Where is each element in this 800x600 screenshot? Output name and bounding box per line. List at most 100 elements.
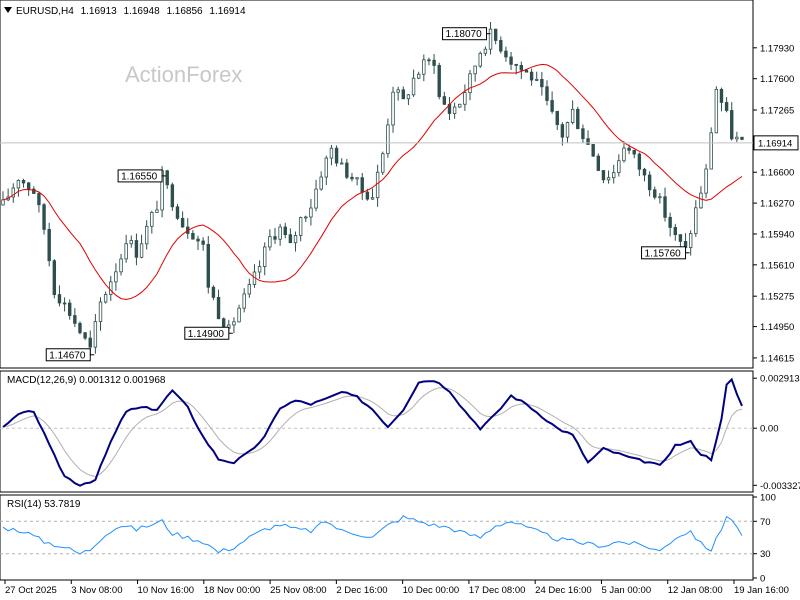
candle	[427, 59, 431, 62]
candle	[247, 284, 252, 295]
candle	[319, 176, 323, 190]
candle	[88, 337, 92, 348]
y-tick-label: 1.15940	[760, 229, 794, 240]
candle	[278, 226, 282, 240]
candle	[514, 63, 518, 66]
candle	[201, 240, 205, 245]
candle	[586, 138, 590, 145]
candle	[550, 100, 554, 112]
candle	[150, 212, 154, 227]
candle	[78, 322, 82, 334]
candle	[668, 216, 672, 228]
candle	[576, 108, 580, 130]
candle	[365, 191, 370, 200]
candle	[26, 182, 31, 190]
x-tick-label: 2 Dec 16:00	[336, 585, 387, 596]
candle	[719, 88, 724, 103]
candle	[704, 168, 708, 194]
svg-text:1.18070: 1.18070	[446, 29, 483, 40]
candle	[62, 302, 67, 305]
rsi-line	[2, 515, 743, 555]
y-tick-label: 1.14615	[760, 353, 794, 364]
candle	[11, 187, 15, 198]
candle	[206, 243, 210, 288]
candle	[144, 225, 149, 245]
candle	[124, 243, 128, 260]
y-tick-label: 1.16600	[760, 168, 794, 179]
moving-average-line	[2, 63, 743, 301]
candle	[340, 162, 344, 165]
candle	[612, 172, 616, 179]
x-tick-label: 10 Nov 16:00	[138, 585, 195, 596]
candle	[617, 160, 621, 174]
candle	[540, 78, 544, 88]
candle	[42, 204, 46, 230]
candle	[381, 153, 385, 173]
y-tick-label: 1.15610	[760, 260, 794, 271]
price-candles	[1, 21, 744, 356]
candle	[673, 227, 677, 236]
rsi-header: RSI(14) 53.7819	[7, 499, 81, 510]
candle	[52, 260, 57, 295]
candle	[211, 286, 216, 298]
candle	[196, 238, 200, 242]
candle	[709, 132, 713, 170]
candle	[288, 234, 293, 244]
candle	[509, 56, 513, 65]
candle	[32, 188, 36, 194]
price-panel[interactable]: EURUSD,H4 1.16913 1.16948 1.16856 1.1691…	[0, 0, 799, 369]
candle	[642, 168, 647, 176]
candle	[355, 177, 359, 180]
candle	[109, 281, 113, 295]
candle	[391, 91, 395, 126]
candle	[735, 136, 739, 140]
candle	[93, 321, 98, 348]
y-tick-label: 30	[760, 549, 771, 560]
candle	[242, 293, 246, 309]
candle	[555, 110, 559, 125]
candle	[422, 59, 426, 75]
candle	[314, 188, 318, 209]
candle	[458, 103, 462, 108]
svg-text:1.16550: 1.16550	[121, 171, 158, 182]
candle	[688, 233, 693, 248]
rsi-panel[interactable]: RSI(14) 53.7819 100 70 30 0	[0, 493, 776, 585]
price-label: 1.16550	[117, 169, 167, 183]
candle	[627, 147, 631, 151]
candle	[442, 96, 447, 105]
candle	[73, 315, 77, 324]
candle	[591, 144, 595, 157]
candle	[237, 307, 241, 323]
candle	[21, 180, 26, 184]
svg-text:1.14900: 1.14900	[188, 329, 225, 340]
candle	[386, 124, 390, 155]
candle	[298, 217, 303, 236]
candle	[309, 207, 313, 218]
price-labels: 1.18070 1.16550 1.14900 1.14670 1.15760	[45, 27, 690, 362]
x-tick-label: 10 Dec 00:00	[403, 585, 460, 596]
candle	[57, 294, 62, 304]
candle	[647, 174, 652, 191]
candle	[129, 240, 133, 245]
candle	[119, 258, 123, 273]
candle	[519, 65, 524, 71]
candle	[232, 321, 236, 326]
candle	[273, 236, 277, 240]
price-label: 1.18070	[442, 27, 491, 40]
candle	[370, 197, 375, 200]
candle	[257, 266, 262, 273]
price-header: EURUSD,H4 1.16913 1.16948 1.16856 1.1691…	[16, 6, 246, 17]
candle	[37, 193, 41, 206]
candle	[345, 162, 349, 178]
candle	[724, 102, 729, 111]
macd-panel[interactable]: MACD(12,26,9) 0.001312 0.001968 0.002913…	[0, 370, 800, 493]
candle	[216, 296, 221, 320]
candle	[653, 189, 657, 198]
candle	[535, 78, 539, 81]
candle	[529, 71, 534, 81]
candle	[283, 226, 287, 236]
candle	[329, 147, 334, 159]
svg-text:1.15760: 1.15760	[645, 248, 682, 259]
collapse-arrow-icon[interactable]	[4, 7, 12, 13]
